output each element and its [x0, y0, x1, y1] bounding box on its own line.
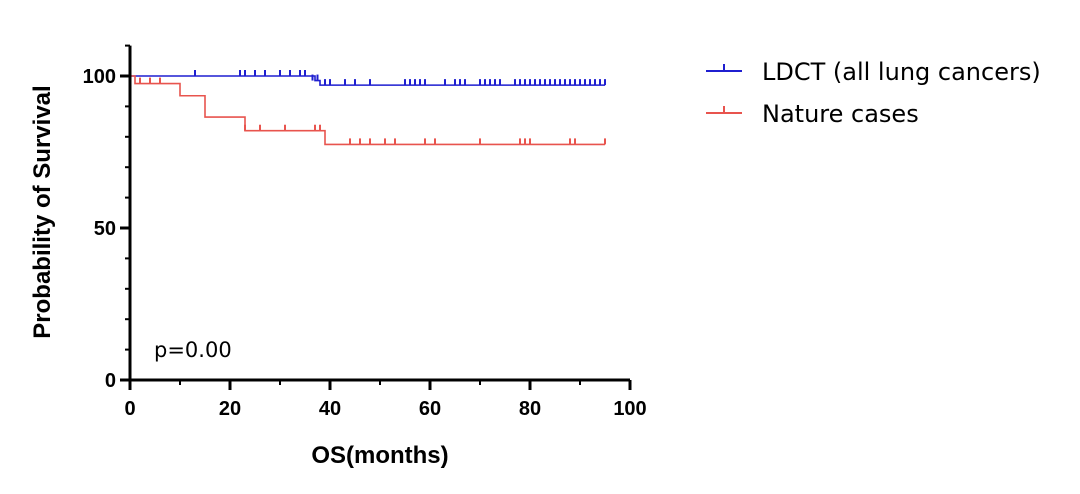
legend-label-nature: Nature cases: [762, 100, 919, 128]
y-tick-label: 50: [94, 218, 116, 240]
plot-area: [130, 70, 606, 146]
legend-item-nature: Nature cases: [706, 100, 919, 128]
x-tick-label: 60: [419, 398, 441, 420]
legend-label-ldct: LDCT (all lung cancers): [762, 58, 1041, 86]
axes: 0 50 100 0 20 40 60 80 100: [83, 44, 647, 420]
p-value-annotation: p=0.00: [154, 338, 232, 362]
survival-curve: [130, 75, 605, 86]
y-axis-title: Probability of Survival: [29, 85, 56, 338]
series-0: [130, 70, 606, 86]
x-tick-label: 80: [519, 398, 541, 420]
x-tick-label: 100: [613, 398, 646, 420]
x-tick-label: 20: [219, 398, 241, 420]
y-tick-label: 100: [83, 66, 116, 88]
legend-item-ldct: LDCT (all lung cancers): [706, 58, 1041, 86]
x-tick-label: 40: [319, 398, 341, 420]
x-tick-label: 0: [124, 398, 135, 420]
survival-curve: [130, 75, 605, 146]
legend: LDCT (all lung cancers) Nature cases: [706, 58, 1041, 128]
y-tick-label: 0: [105, 370, 116, 392]
x-axis-title: OS(months): [311, 442, 448, 469]
series-1: [130, 75, 606, 146]
